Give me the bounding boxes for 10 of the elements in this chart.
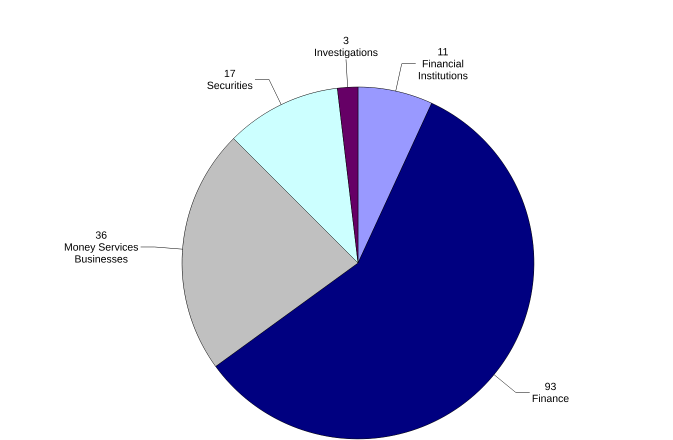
slice-label: Securities [207, 81, 252, 90]
data-label: 3 [343, 36, 348, 44]
slice-label: Financial Institutions [418, 60, 468, 80]
slice-label: Investigations [314, 48, 378, 58]
data-label: 93 [545, 382, 556, 390]
data-label: 36 [96, 231, 107, 239]
data-label: 17 [224, 70, 236, 78]
slice-label: Finance [532, 394, 569, 402]
slice-label: Money Services Businesses [64, 243, 138, 263]
data-label: 11 [438, 48, 448, 56]
